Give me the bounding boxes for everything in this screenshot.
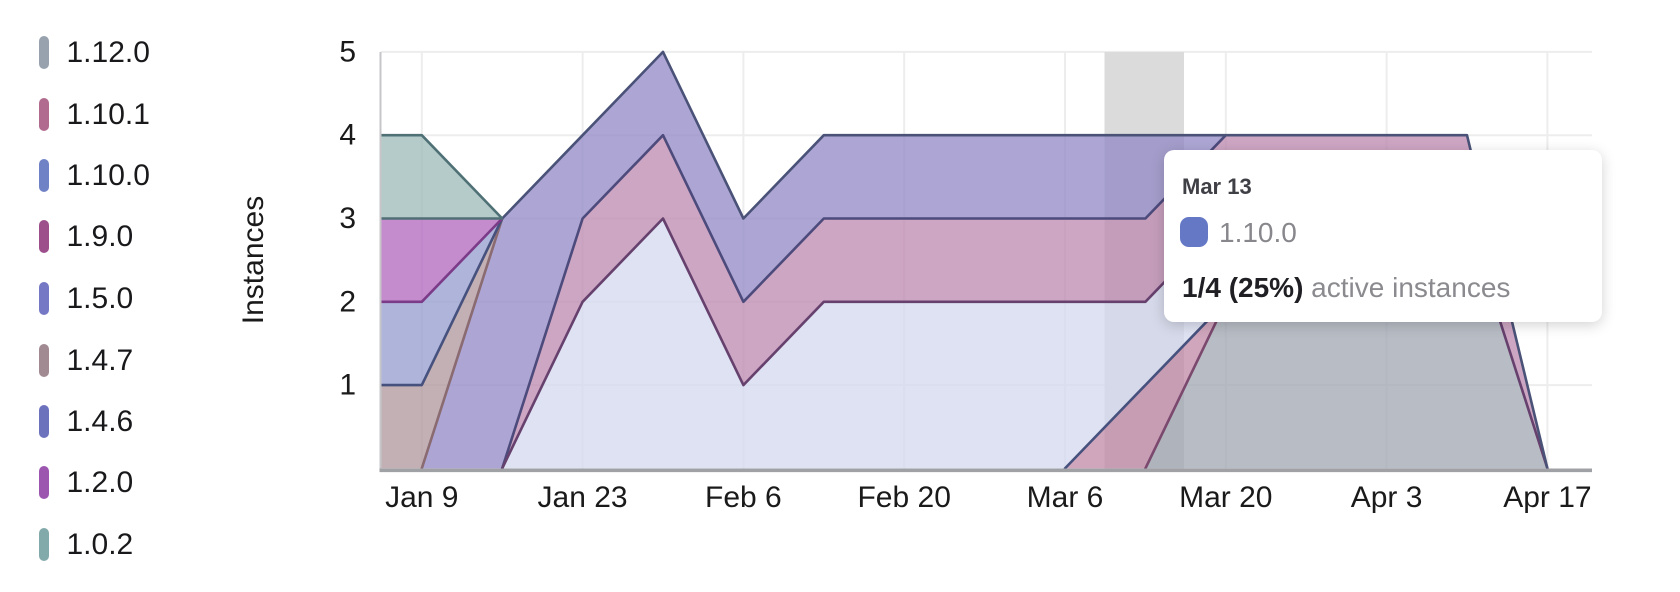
svg-text:Feb 20: Feb 20 xyxy=(857,481,950,514)
svg-text:3: 3 xyxy=(339,202,356,235)
svg-text:Feb 6: Feb 6 xyxy=(705,481,782,514)
svg-text:1: 1 xyxy=(339,369,356,402)
svg-text:2: 2 xyxy=(339,285,356,318)
svg-text:Jan 23: Jan 23 xyxy=(538,481,628,514)
svg-text:4: 4 xyxy=(339,119,356,152)
svg-text:Mar 6: Mar 6 xyxy=(1027,481,1104,514)
svg-text:Mar 20: Mar 20 xyxy=(1179,481,1272,514)
svg-text:Jan 9: Jan 9 xyxy=(385,481,458,514)
svg-text:Apr 17: Apr 17 xyxy=(1503,481,1591,514)
svg-text:5: 5 xyxy=(339,35,356,68)
svg-text:Apr 3: Apr 3 xyxy=(1351,481,1423,514)
